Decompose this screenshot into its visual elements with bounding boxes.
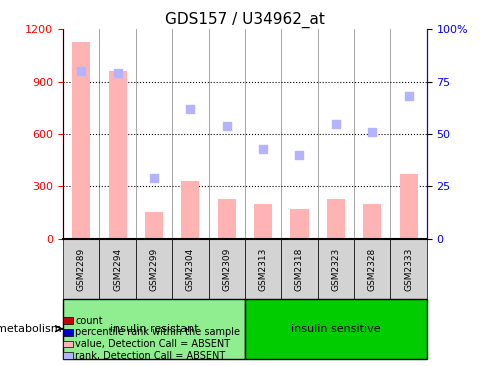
FancyBboxPatch shape (244, 239, 281, 299)
FancyBboxPatch shape (208, 239, 244, 299)
Bar (108, 71, 126, 239)
Bar (326, 199, 344, 239)
FancyBboxPatch shape (244, 299, 426, 359)
Text: count: count (75, 315, 103, 326)
FancyBboxPatch shape (353, 239, 390, 299)
Title: GDS157 / U34962_at: GDS157 / U34962_at (165, 12, 324, 28)
Point (77, 68, 85, 74)
Point (368, 129, 376, 135)
Text: GSM2318: GSM2318 (294, 248, 303, 291)
FancyBboxPatch shape (390, 239, 426, 299)
Text: GSM2289: GSM2289 (76, 248, 86, 291)
Point (186, 106, 194, 112)
Text: GSM2313: GSM2313 (258, 248, 267, 291)
Text: GSM2323: GSM2323 (331, 248, 340, 291)
Text: GSM2294: GSM2294 (113, 248, 122, 291)
FancyBboxPatch shape (172, 239, 208, 299)
Text: metabolism: metabolism (0, 324, 61, 334)
Point (258, 146, 266, 152)
Point (113, 70, 121, 76)
Bar (399, 174, 417, 239)
Bar (254, 204, 272, 239)
Text: GSM2299: GSM2299 (149, 248, 158, 291)
Text: rank, Detection Call = ABSENT: rank, Detection Call = ABSENT (75, 351, 225, 361)
FancyBboxPatch shape (136, 239, 172, 299)
Text: insulin resistant: insulin resistant (109, 324, 198, 334)
Text: GSM2309: GSM2309 (222, 248, 231, 291)
Bar (290, 209, 308, 239)
FancyBboxPatch shape (99, 239, 136, 299)
Bar (145, 212, 163, 239)
Point (404, 93, 411, 99)
FancyBboxPatch shape (281, 239, 317, 299)
Text: GSM2333: GSM2333 (403, 248, 412, 291)
Bar (181, 181, 199, 239)
Text: insulin sensitive: insulin sensitive (290, 324, 380, 334)
Bar (217, 199, 235, 239)
Text: GSM2328: GSM2328 (367, 248, 376, 291)
Point (331, 121, 339, 127)
Bar (363, 204, 380, 239)
Text: percentile rank within the sample: percentile rank within the sample (75, 327, 240, 337)
Bar (72, 41, 90, 239)
Text: value, Detection Call = ABSENT: value, Detection Call = ABSENT (75, 339, 230, 349)
Point (295, 152, 303, 158)
Point (150, 175, 157, 181)
FancyBboxPatch shape (63, 239, 99, 299)
Text: GSM2304: GSM2304 (185, 248, 195, 291)
Point (222, 123, 230, 128)
FancyBboxPatch shape (317, 239, 353, 299)
FancyBboxPatch shape (63, 299, 244, 359)
